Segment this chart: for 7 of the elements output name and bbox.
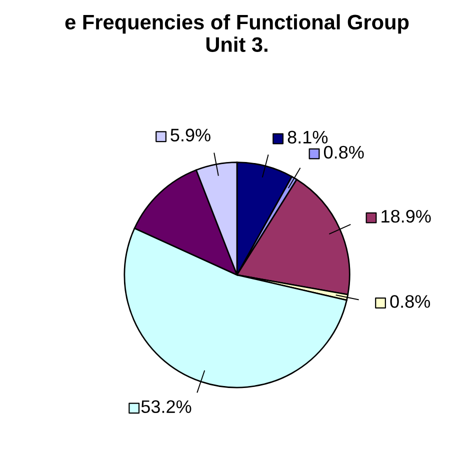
data-label: 8.1% — [288, 130, 328, 144]
data-label: 5.9% — [170, 128, 210, 142]
data-label: 0.8% — [324, 146, 364, 159]
data-label: 53.2% — [141, 400, 192, 414]
chart-title: e Frequencies of Functional Group Unit 3. — [65, 14, 409, 52]
data-label: 0.8% — [390, 295, 430, 308]
data-label: 18.9% — [382, 210, 431, 223]
